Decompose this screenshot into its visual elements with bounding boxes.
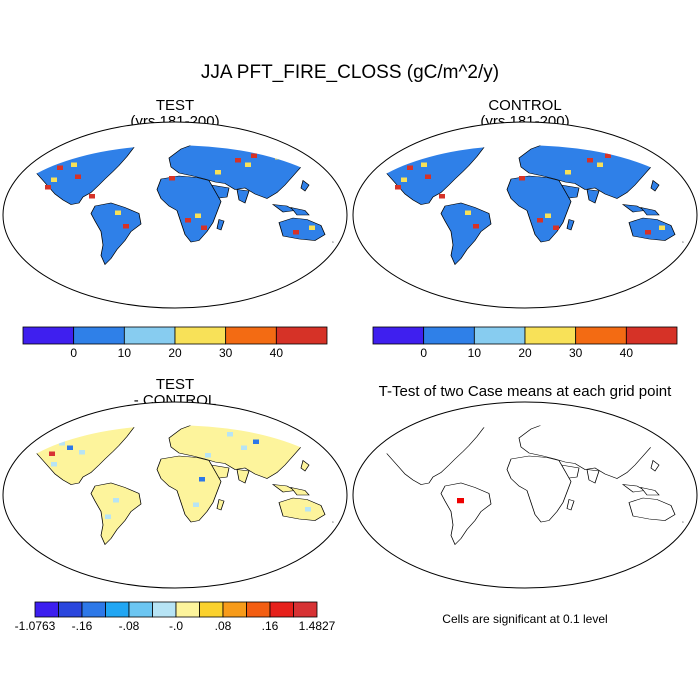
colorbar-tick-label: 1.4827 — [299, 619, 336, 633]
colorbar-box — [423, 326, 475, 345]
colorbar-box — [225, 326, 277, 345]
colorbar-box — [199, 601, 224, 618]
colorbar-box — [105, 601, 130, 618]
colorbar-box — [174, 326, 227, 345]
colorbar-tick-label: 0 — [70, 346, 77, 360]
colorbar-box — [58, 601, 83, 618]
colorbar-box — [175, 601, 200, 618]
diff-map — [2, 401, 348, 589]
ttest-panel-title: T-Test of two Case means at each grid po… — [350, 384, 700, 400]
significant-cell — [457, 498, 464, 504]
ttest-map — [352, 401, 698, 589]
colorbar-tick-label: 40 — [270, 346, 284, 360]
colorbar-box — [22, 326, 75, 345]
diff-colorbar: -1.0763 -.16 -.08 -.0 .08 .16 1.4827 — [15, 601, 336, 633]
diff-title: TEST — [155, 376, 195, 393]
test-map — [2, 121, 348, 309]
colorbar-tick-label: -.0 — [169, 619, 183, 633]
colorbar-box — [293, 601, 318, 618]
colorbar-tick-label: 30 — [569, 346, 583, 360]
colorbar-box — [625, 326, 678, 345]
colorbar-box — [222, 601, 247, 618]
colorbar-box — [473, 326, 526, 345]
figure-title: JJA PFT_FIRE_CLOSS (gC/m^2/y) — [200, 62, 500, 83]
colorbar-box — [372, 326, 425, 345]
colorbar-box — [34, 601, 59, 618]
test-colorbar: 0 10 20 30 40 — [22, 326, 328, 360]
colorbar-tick-label: 40 — [620, 346, 634, 360]
control-colorbar: 0 10 20 30 40 — [372, 326, 678, 360]
control-title: CONTROL — [488, 97, 562, 114]
colorbar-tick-label: -1.0763 — [15, 619, 56, 633]
colorbar-tick-label: 10 — [118, 346, 132, 360]
colorbar-box — [246, 601, 271, 618]
colorbar-tick-label: -.16 — [72, 619, 93, 633]
ttest-title: T-Test of two Case means at each grid po… — [378, 383, 672, 400]
colorbar-box — [73, 326, 125, 345]
colorbar-tick-label: 20 — [518, 346, 532, 360]
colorbar-tick-label: 20 — [168, 346, 182, 360]
colorbar-tick-label: 0 — [420, 346, 427, 360]
colorbar-tick-label: .16 — [262, 619, 279, 633]
ttest-note: Cells are significant at 0.1 level — [442, 612, 608, 626]
colorbar-box — [123, 326, 176, 345]
colorbar-box — [152, 601, 177, 618]
colorbar-box — [275, 326, 328, 345]
colorbar-tick-label: 10 — [468, 346, 482, 360]
colorbar-box — [128, 601, 153, 618]
control-map — [352, 121, 698, 309]
test-title: TEST — [155, 97, 195, 114]
colorbar-box — [524, 326, 577, 345]
colorbar-tick-label: -.08 — [119, 619, 140, 633]
colorbar-tick-label: .08 — [215, 619, 232, 633]
colorbar-box — [269, 601, 294, 618]
colorbar-box — [81, 601, 106, 618]
colorbar-tick-label: 30 — [219, 346, 233, 360]
colorbar-box — [575, 326, 627, 345]
